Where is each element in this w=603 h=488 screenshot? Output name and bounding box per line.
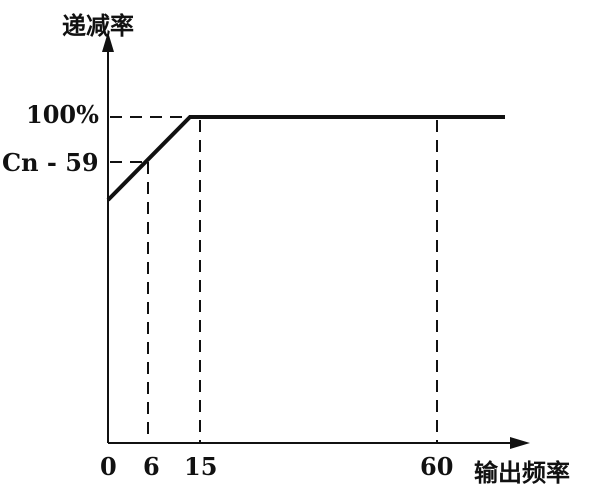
y-tick-100: 100% [26,100,99,129]
series-line [106,115,505,202]
y-axis-label: 递减率 [62,12,134,40]
x-axis-label: 输出频率 [474,459,570,487]
x-tick-6: 6 [143,452,160,481]
y-tick-cn59: Cn - 59 [2,148,99,177]
x-tick-60: 60 [420,452,454,481]
x-tick-15: 15 [184,452,218,481]
x-tick-0: 0 [100,452,117,481]
